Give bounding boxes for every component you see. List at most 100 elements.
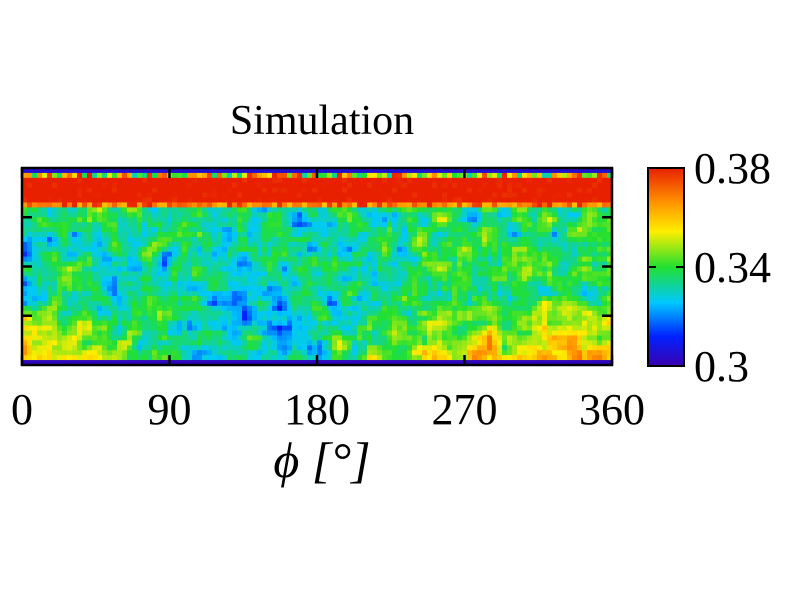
heatmap-cell — [247, 202, 253, 208]
heatmap-cell — [147, 330, 153, 337]
heatmap-cell — [297, 232, 303, 238]
heatmap-cell — [192, 355, 198, 361]
heatmap-cell — [272, 256, 278, 263]
heatmap-cell — [437, 300, 443, 307]
heatmap-cell — [552, 192, 558, 199]
heatmap-cell — [197, 246, 203, 253]
heatmap-cell — [407, 305, 413, 312]
heatmap-cell — [592, 340, 598, 346]
heatmap-cell — [427, 227, 433, 233]
heatmap-cell — [337, 350, 343, 356]
heatmap-cell — [192, 340, 198, 346]
heatmap-cell — [387, 182, 393, 189]
heatmap-cell — [592, 177, 598, 184]
heatmap-cell — [337, 355, 343, 361]
heatmap-cell — [147, 241, 153, 248]
heatmap-cell — [162, 207, 168, 213]
heatmap-cell — [522, 335, 528, 341]
heatmap-cell — [87, 355, 93, 361]
heatmap-cell — [352, 315, 358, 322]
heatmap-cell — [402, 310, 408, 317]
heatmap-cell — [22, 256, 28, 263]
heatmap-cell — [417, 330, 423, 337]
heatmap-cell — [327, 286, 333, 292]
heatmap-cell — [397, 256, 403, 263]
heatmap-cell — [387, 286, 393, 292]
heatmap-cell — [317, 296, 323, 302]
heatmap-cell — [497, 345, 503, 351]
heatmap-cell — [412, 276, 418, 282]
heatmap-cell — [37, 345, 43, 351]
heatmap-cell — [312, 286, 318, 292]
heatmap-cell — [177, 360, 183, 365]
heatmap-cell — [242, 172, 248, 179]
heatmap-cell — [607, 172, 612, 179]
heatmap-cell — [202, 192, 208, 199]
heatmap-cell — [22, 305, 28, 312]
heatmap-cell — [292, 197, 298, 204]
heatmap-cell — [187, 340, 193, 346]
heatmap-cell — [102, 236, 108, 243]
heatmap-cell — [557, 182, 563, 189]
heatmap-cell — [512, 182, 518, 189]
heatmap-cell — [607, 281, 612, 287]
heatmap-cell — [37, 296, 43, 302]
heatmap-cell — [482, 296, 488, 302]
heatmap-cell — [62, 276, 68, 282]
heatmap-cell — [357, 192, 363, 199]
heatmap-cell — [332, 182, 338, 189]
heatmap-cell — [602, 315, 608, 322]
heatmap-cell — [422, 266, 428, 273]
heatmap-cell — [112, 222, 118, 228]
heatmap-cell — [322, 227, 328, 233]
heatmap-cell — [552, 320, 558, 327]
heatmap-cell — [422, 217, 428, 223]
heatmap-cell — [212, 182, 218, 189]
heatmap-cell — [107, 300, 113, 307]
heatmap-cell — [287, 202, 293, 208]
heatmap-cell — [47, 305, 53, 312]
heatmap-cell — [567, 286, 573, 292]
heatmap-cell — [227, 256, 233, 263]
heatmap-cell — [232, 177, 238, 184]
heatmap-cell — [542, 305, 548, 312]
heatmap-cell — [607, 345, 612, 351]
heatmap-cell — [542, 330, 548, 337]
heatmap-cell — [427, 350, 433, 356]
heatmap-cell — [417, 320, 423, 327]
heatmap-cell — [362, 246, 368, 253]
heatmap-cell — [147, 256, 153, 263]
heatmap-cell — [207, 168, 213, 174]
heatmap-cell — [467, 212, 473, 218]
heatmap-cell — [292, 246, 298, 253]
heatmap-cell — [107, 335, 113, 341]
heatmap-cell — [582, 300, 588, 307]
heatmap-cell — [232, 355, 238, 361]
heatmap-cell — [72, 177, 78, 184]
heatmap-cell — [32, 325, 38, 332]
heatmap-cell — [557, 340, 563, 346]
heatmap-cell — [97, 227, 103, 233]
heatmap-cell — [402, 340, 408, 346]
heatmap-cell — [197, 168, 203, 174]
heatmap-cell — [562, 266, 568, 273]
heatmap-cell — [482, 286, 488, 292]
heatmap-cell — [37, 256, 43, 263]
heatmap-cell — [87, 360, 93, 365]
heatmap-cell — [542, 355, 548, 361]
heatmap-cell — [472, 281, 478, 287]
heatmap-cell — [162, 256, 168, 263]
heatmap-cell — [442, 246, 448, 253]
heatmap-cell — [367, 325, 373, 332]
heatmap-cell — [602, 266, 608, 273]
heatmap-cell — [122, 315, 128, 322]
heatmap-cell — [292, 271, 298, 277]
heatmap-cell — [92, 187, 98, 194]
heatmap-cell — [367, 192, 373, 199]
heatmap-cell — [192, 192, 198, 199]
heatmap-cell — [77, 320, 83, 327]
heatmap-cell — [452, 236, 458, 243]
heatmap-cell — [577, 246, 583, 253]
heatmap-cell — [437, 222, 443, 228]
heatmap-cell — [442, 271, 448, 277]
